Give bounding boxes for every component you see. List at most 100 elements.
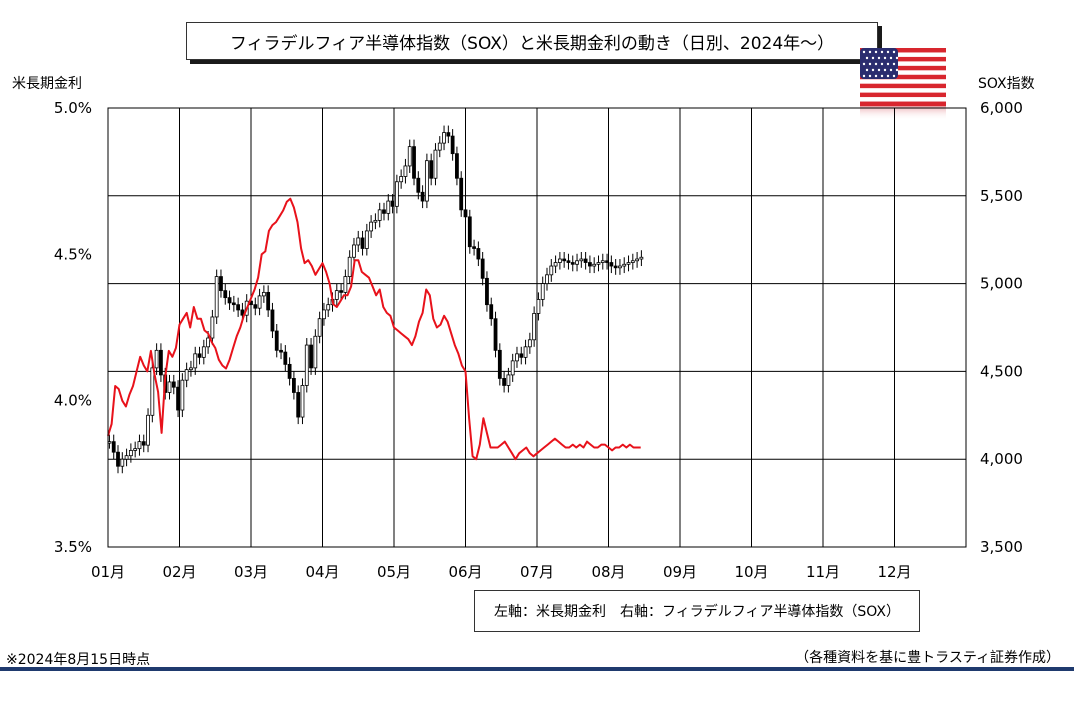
sox-candle xyxy=(291,378,296,393)
x-tick-label: 04月 xyxy=(305,563,339,581)
sox-candle xyxy=(180,379,185,411)
right-axis-title: SOX指数 xyxy=(978,76,1035,92)
x-tick-label: 01月 xyxy=(91,563,125,581)
sox-candle xyxy=(154,349,159,369)
sox-candle xyxy=(214,276,219,318)
right-tick-label: 6,000 xyxy=(980,99,1023,117)
right-tick-label: 4,500 xyxy=(980,362,1023,380)
sox-candle xyxy=(497,349,502,379)
sox-candle xyxy=(630,260,635,263)
sox-candle xyxy=(197,353,202,358)
sox-candle xyxy=(519,353,524,358)
date-note: ※2024年8月15日時点 xyxy=(6,652,151,668)
sox-candle xyxy=(562,258,567,262)
sox-candle xyxy=(527,339,532,348)
sox-candle xyxy=(159,349,163,376)
sox-candle xyxy=(575,260,579,265)
sox-candle xyxy=(347,256,352,277)
sox-candle xyxy=(450,135,455,155)
right-tick-label: 5,000 xyxy=(980,275,1023,293)
sox-candle xyxy=(339,290,343,293)
sox-candle xyxy=(219,276,223,292)
x-tick-label: 06月 xyxy=(448,563,482,581)
sox-candle xyxy=(613,265,618,269)
sox-candle xyxy=(223,290,228,299)
sox-candle xyxy=(274,330,279,351)
sox-candle xyxy=(322,309,326,320)
x-tick-label: 08月 xyxy=(591,563,625,581)
sox-candle xyxy=(446,132,451,137)
x-tick-label: 03月 xyxy=(234,563,268,581)
sox-candle xyxy=(639,256,644,260)
x-tick-label: 02月 xyxy=(162,563,196,581)
sox-candle xyxy=(493,318,498,351)
sox-candle xyxy=(210,316,215,339)
sox-candle xyxy=(240,309,245,316)
sox-candle xyxy=(579,258,584,262)
sox-candle xyxy=(485,277,489,306)
sox-candle xyxy=(523,346,528,358)
x-tick-label: 05月 xyxy=(377,563,411,581)
right-tick-label: 4,000 xyxy=(980,450,1023,468)
sox-candle xyxy=(433,149,438,179)
sox-candle xyxy=(399,176,404,183)
x-tick-label: 09月 xyxy=(663,563,697,581)
sox-candle xyxy=(167,381,172,393)
sox-candle xyxy=(549,265,554,276)
sox-candle xyxy=(424,160,429,202)
source-note: （各種資料を基に豊トラスティ証券作成） xyxy=(795,650,1060,666)
sox-candle xyxy=(553,262,558,267)
sox-candle xyxy=(382,209,386,214)
sox-candle xyxy=(455,153,459,179)
left-tick-label: 4.5% xyxy=(54,245,92,263)
sox-candle xyxy=(352,244,356,258)
sox-candle xyxy=(420,191,425,202)
sox-candle xyxy=(566,260,571,263)
chart-title: フィラデルフィア半導体指数（SOX）と米長期金利の動き（日別、2024年～） xyxy=(186,22,878,60)
sox-candle xyxy=(227,297,232,304)
sox-candle xyxy=(253,304,258,309)
sox-candle xyxy=(390,200,395,207)
sox-candle xyxy=(313,335,318,369)
left-tick-label: 5.0% xyxy=(54,99,92,117)
sox-candle xyxy=(540,283,545,300)
left-axis-title: 米長期金利 xyxy=(12,76,82,92)
sox-candle xyxy=(472,246,476,249)
plot-frame xyxy=(107,107,967,548)
sox-candle xyxy=(403,165,408,177)
sox-candle xyxy=(463,209,468,218)
sox-candle xyxy=(206,337,211,348)
sox-candle xyxy=(600,260,605,263)
right-tick-label: 3,500 xyxy=(980,538,1023,556)
sox-candle xyxy=(111,441,116,453)
x-tick-label: 11月 xyxy=(806,563,840,581)
sox-candle xyxy=(407,146,412,167)
sox-candle xyxy=(124,455,129,460)
x-tick-label: 12月 xyxy=(877,563,911,581)
us-flag-icon xyxy=(860,48,946,120)
sox-candle xyxy=(394,181,399,207)
sox-candle xyxy=(189,367,193,371)
sox-candle xyxy=(317,318,322,337)
sox-candle xyxy=(116,451,120,467)
sox-candle xyxy=(377,209,382,221)
sox-candle xyxy=(141,441,146,446)
x-tick-label: 07月 xyxy=(520,563,554,581)
sox-candle xyxy=(343,276,348,293)
sox-candle xyxy=(193,353,198,369)
sox-candle xyxy=(596,262,601,265)
sox-candle xyxy=(442,132,446,144)
sox-candle xyxy=(467,216,472,248)
sox-candle xyxy=(502,378,507,386)
sox-candle xyxy=(146,414,150,446)
sox-candle xyxy=(270,309,275,332)
x-tick-label: 10月 xyxy=(734,563,768,581)
sox-candle xyxy=(476,248,481,260)
sox-candle xyxy=(480,258,485,279)
sox-candle xyxy=(545,274,549,285)
sox-candle xyxy=(171,381,176,388)
sox-candle xyxy=(120,458,125,467)
sox-candle xyxy=(257,295,262,309)
sox-candle xyxy=(309,344,313,369)
